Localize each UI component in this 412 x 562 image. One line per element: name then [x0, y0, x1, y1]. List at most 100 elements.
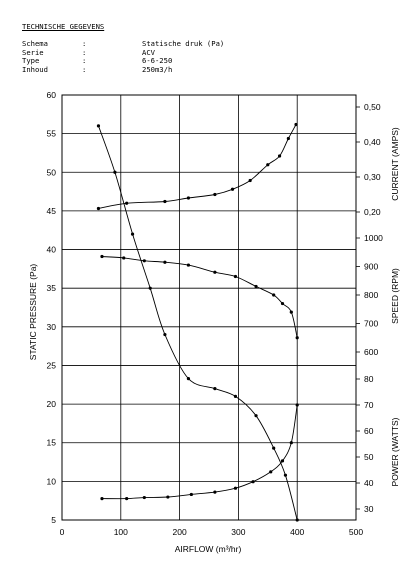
y-tick-label: 35: [47, 283, 57, 293]
data-point: [266, 163, 270, 167]
y-tick-label: 25: [47, 360, 57, 370]
x-tick-label: 0: [60, 527, 65, 537]
y-tick-label: 55: [47, 129, 57, 139]
right-tick-label: 60: [364, 426, 374, 436]
spec-value: ACV: [142, 47, 155, 57]
right-tick-label: 1000: [364, 233, 383, 243]
tick-layer: 0 100 200 300 400 500 5 10 15 20 25 30 35 40 45 50 55 60 0…: [47, 90, 384, 537]
right-tick-label: 70: [364, 400, 374, 410]
series-layer: [96, 122, 299, 522]
grid-layer: [62, 95, 356, 520]
x-tick-label: 500: [349, 527, 363, 537]
data-point: [280, 459, 285, 463]
spec-key: Serie: [22, 47, 44, 57]
data-point: [272, 446, 276, 450]
y-axis-label: STATIC PRESSURE (Pa): [28, 264, 38, 361]
y-tick-label: 30: [47, 322, 57, 332]
power-axis-label: POWER (WATTS): [390, 417, 400, 486]
data-point: [186, 196, 191, 200]
y-tick-label: 45: [47, 206, 57, 216]
y-tick-label: 5: [51, 515, 56, 525]
data-point: [248, 178, 252, 183]
y-tick-label: 60: [47, 90, 57, 100]
data-point: [166, 495, 170, 499]
y-tick-label: 20: [47, 399, 57, 409]
data-point: [189, 492, 193, 497]
y-tick-label: 50: [47, 167, 57, 177]
data-point: [213, 387, 217, 391]
data-point: [142, 495, 146, 500]
x-axis-label: AIRFLOW (m³/hr): [175, 544, 242, 554]
data-point: [96, 206, 101, 211]
data-point: [283, 473, 288, 477]
x-tick-label: 400: [290, 527, 304, 537]
data-point: [213, 192, 217, 197]
right-tick-label: 80: [364, 374, 374, 384]
data-point: [125, 497, 129, 501]
data-point: [286, 136, 290, 141]
data-point: [295, 336, 299, 340]
data-point: [96, 124, 101, 128]
x-tick-label: 100: [114, 527, 128, 537]
spec-colon: :: [82, 56, 87, 65]
series-line: [101, 404, 298, 500]
data-point: [100, 254, 104, 259]
data-point: [289, 441, 293, 445]
data-point: [254, 284, 258, 289]
speed-axis-label: SPEED (RPM): [390, 268, 400, 324]
data-point: [213, 270, 217, 274]
data-point: [186, 376, 191, 381]
spec-key: Schema: [22, 39, 48, 48]
right-tick-label: 0,20: [364, 207, 381, 217]
right-tick-label: 900: [364, 262, 378, 272]
data-point: [277, 154, 282, 158]
data-point: [233, 394, 238, 398]
spec-value: Statische druk (Pa): [142, 39, 225, 48]
data-point: [186, 263, 191, 267]
right-tick-label: 30: [364, 504, 374, 514]
y-tick-label: 15: [47, 438, 57, 448]
data-point: [213, 490, 217, 494]
spec-colon: :: [82, 64, 87, 74]
data-point: [251, 480, 255, 484]
data-point: [289, 310, 293, 314]
data-point: [233, 274, 238, 279]
data-point: [163, 260, 167, 264]
data-point: [113, 170, 117, 174]
x-tick-label: 300: [231, 527, 245, 537]
data-point: [295, 403, 299, 407]
spec-value: 6-6-250: [142, 56, 173, 65]
data-point: [294, 122, 298, 127]
data-point: [254, 414, 258, 418]
right-tick-label: 800: [364, 290, 378, 300]
x-tick-label: 200: [173, 527, 187, 537]
right-tick-label: 50: [364, 452, 374, 462]
data-point: [233, 486, 238, 490]
data-point: [163, 199, 167, 204]
spec-value: 250m3/h: [142, 64, 173, 74]
plot-frame: [61, 94, 357, 521]
data-point: [130, 232, 135, 236]
data-point: [148, 286, 152, 290]
spec-key: Inhoud: [22, 64, 48, 74]
right-tick-label: 700: [364, 319, 378, 329]
spec-title: TECHNISCHE GEGEVENS: [22, 22, 105, 31]
data-point: [280, 301, 285, 306]
series-line: [101, 256, 298, 338]
right-tick-label: 0,40: [364, 137, 381, 147]
y-tick-label: 40: [47, 245, 57, 255]
right-tick-label: 40: [364, 478, 374, 488]
spec-colon: :: [82, 47, 87, 57]
right-tick-label: 0,30: [364, 172, 381, 182]
data-point: [272, 293, 276, 297]
data-point: [122, 256, 126, 260]
current-axis-label: CURRENT (AMPS): [390, 127, 400, 201]
series-line: [98, 124, 297, 209]
spec-colon: :: [82, 39, 87, 48]
spec-key: Type: [22, 56, 40, 65]
y-tick-label: 10: [47, 476, 57, 486]
series-line: [98, 125, 298, 521]
data-point: [269, 470, 273, 474]
data-point: [163, 332, 167, 337]
